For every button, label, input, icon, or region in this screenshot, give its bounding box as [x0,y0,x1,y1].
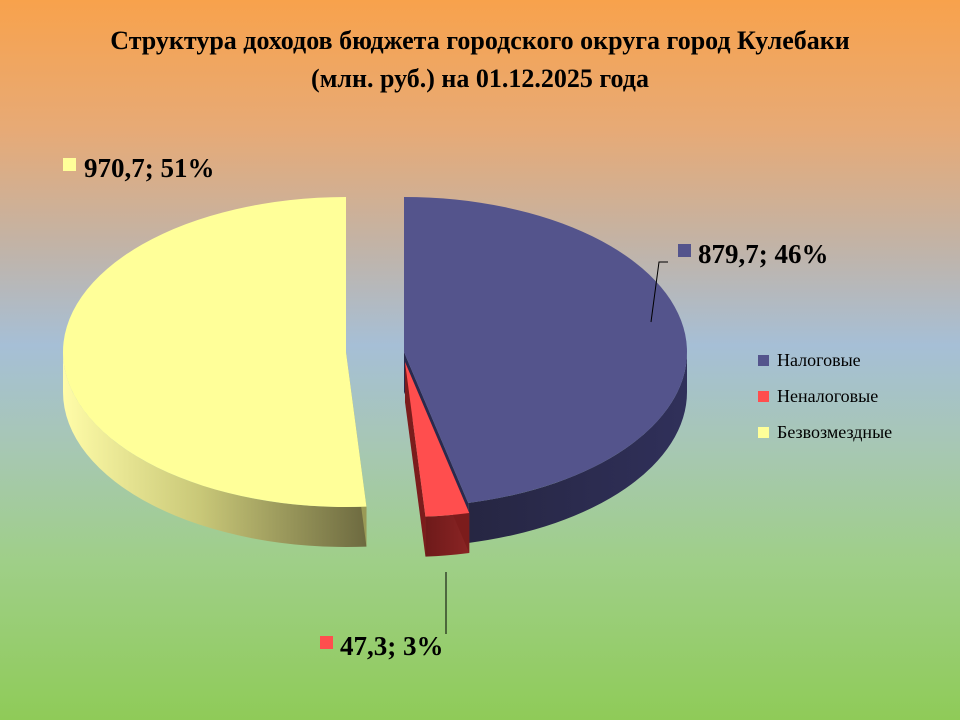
legend-item-bezvozmezdnye: Безвозмездные [758,420,892,444]
slice-top-nenalogovye [405,362,470,517]
slice-top-nalogovye [404,197,687,503]
legend-item-nalogovye: Налоговые [758,348,892,372]
data-label-bezvozmezdnye: 970,7; 51% [84,153,215,183]
data-labels: 879,7; 46% 47,3; 3% 970,7; 51% [63,153,829,661]
legend-swatch-bezvozmezdnye [758,426,769,438]
chart-title-line-2: (млн. руб.) на 01.12.2025 года [311,64,649,93]
chart-title-line-1: Структура доходов бюджета городского окр… [110,26,850,55]
legend-swatch-nenalogovye [758,390,769,402]
slice-cut-face-nenalogovye-1 [405,362,426,557]
data-label-marker-bezvozmezdnye [63,158,76,171]
data-label-nalogovye: 879,7; 46% [698,239,829,269]
legend-label-nenalogovye: Неналоговые [777,385,879,406]
legend-label-bezvozmezdnye: Безвозмездные [777,421,893,442]
data-label-nenalogovye: 47,3; 3% [340,631,444,661]
slice-outer-wall-nalogovye [468,352,687,543]
chart-title: Структура доходов бюджета городского окр… [0,22,960,98]
legend-label-nalogovye: Налоговые [777,349,861,370]
slice-top-bezvozmezdnye [63,197,367,507]
data-label-marker-nalogovye [678,244,691,257]
chart-legend: Налоговые Неналоговые Безвозмездные [758,348,892,456]
legend-item-nenalogovye: Неналоговые [758,384,892,408]
leader-lines [445,261,668,634]
legend-swatch-nalogovye [758,354,769,366]
leader-line-nalogovye [650,261,668,323]
data-label-marker-nenalogovye [320,636,333,649]
pie-slices [63,197,687,557]
slice-outer-wall-bezvozmezdnye [63,352,367,547]
